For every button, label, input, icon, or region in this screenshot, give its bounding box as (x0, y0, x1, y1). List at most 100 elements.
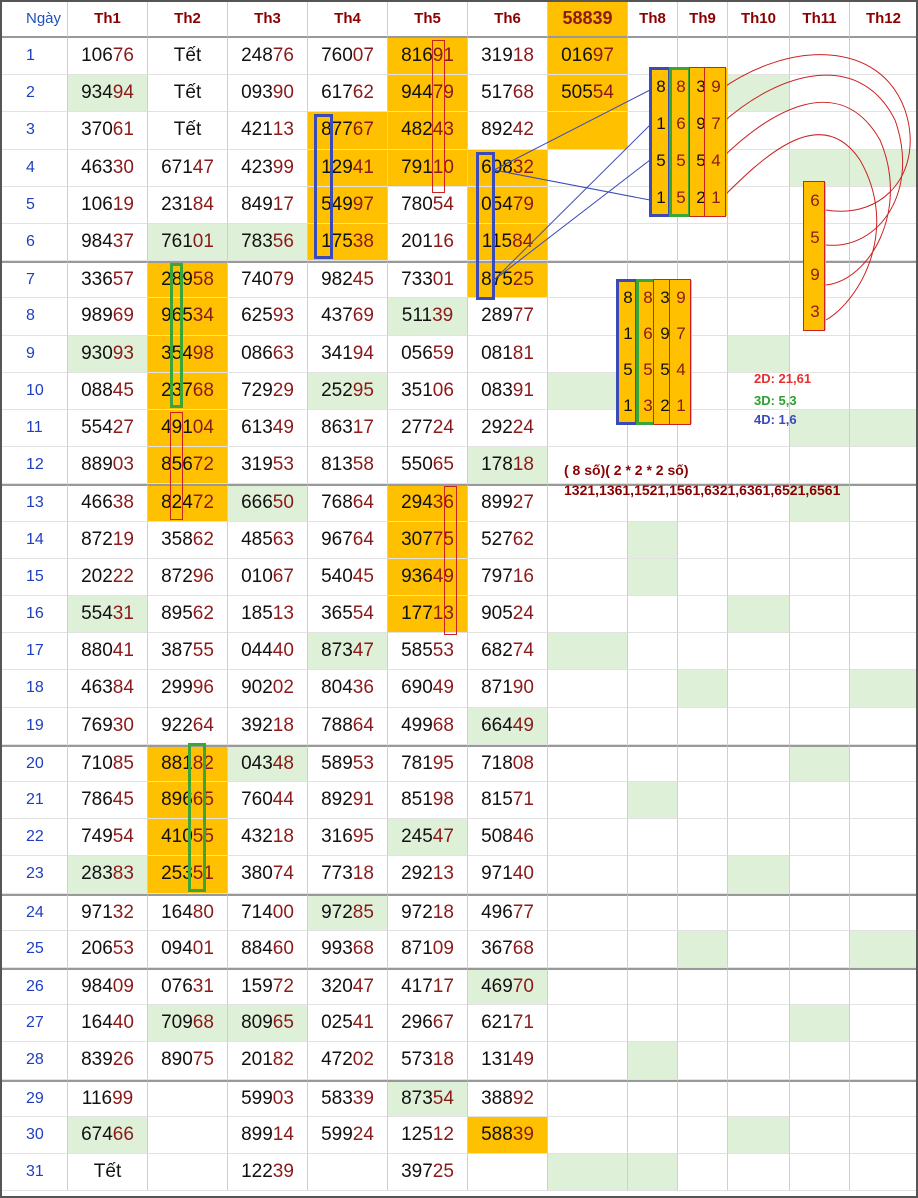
day-label: 28 (0, 1042, 68, 1080)
digits-head: 733 (401, 269, 433, 291)
digits-tail: 69 (112, 305, 134, 327)
result-cell: 769 30 (68, 707, 148, 745)
result-cell (790, 893, 850, 931)
result-cell: 740 79 (228, 261, 308, 299)
day-label: 7 (0, 261, 68, 299)
result-cell: 088 45 (68, 372, 148, 410)
digits-head: 122 (241, 1161, 273, 1183)
day-label: 11 (0, 410, 68, 448)
result-cell (628, 1154, 678, 1192)
digits-head: 365 (321, 603, 353, 625)
header-col-3: Th3 (228, 0, 308, 38)
header-col-4: Th4 (308, 0, 388, 38)
result-cell: 816 91 (388, 38, 468, 76)
digits-tail: 53 (112, 937, 134, 959)
result-cell: 491 04 (148, 410, 228, 448)
mini-digit: 5 (650, 142, 672, 179)
result-cell: 788 64 (308, 707, 388, 745)
result-cell: 971 32 (68, 893, 148, 931)
digits-head: 106 (81, 45, 113, 67)
digits-tail: 37 (112, 231, 134, 253)
combo-title: ( 8 số)( 2 * 2 * 2 số) (564, 462, 689, 478)
result-cell (678, 744, 728, 782)
result-cell (850, 224, 918, 262)
digits-tail: 72 (192, 492, 214, 514)
digits-tail: 84 (512, 231, 534, 253)
result-cell: 010 67 (228, 558, 308, 596)
digits-head: 815 (481, 789, 513, 811)
day-label: 4 (0, 149, 68, 187)
digits-tail: 65 (432, 454, 454, 476)
result-cell: 115 84 (468, 224, 548, 262)
digits-head: 554 (81, 603, 113, 625)
digits-tail: 09 (112, 976, 134, 998)
digits-tail: 95 (432, 752, 454, 774)
digits-head: 873 (321, 640, 353, 662)
result-cell (850, 1079, 918, 1117)
result-cell: 410 55 (148, 819, 228, 857)
digits-head: 608 (481, 156, 513, 178)
result-cell (728, 930, 790, 968)
result-cell: 320 47 (308, 968, 388, 1006)
result-cell (548, 186, 628, 224)
result-cell: 277 24 (388, 410, 468, 448)
result-cell: 993 68 (308, 930, 388, 968)
digits-tail: 13 (432, 603, 454, 625)
digits-head: 178 (481, 454, 513, 476)
result-cell: 902 02 (228, 670, 308, 708)
result-cell (548, 372, 628, 410)
result-cell: 505 54 (548, 75, 628, 113)
digits-tail: 39 (432, 305, 454, 327)
result-cell: 585 53 (388, 633, 468, 671)
digits-tail: 46 (512, 826, 534, 848)
result-cell (728, 1079, 790, 1117)
result-cell: 206 53 (68, 930, 148, 968)
result-cell: 892 91 (308, 782, 388, 820)
digits-tail: 58 (352, 454, 374, 476)
digits-head: 129 (321, 156, 353, 178)
header-col-12: Th12 (850, 0, 918, 38)
digits-head: 797 (481, 565, 513, 587)
digits-head: 871 (481, 677, 513, 699)
digits-head: 729 (241, 379, 273, 401)
digits-tail: 45 (352, 269, 374, 291)
result-cell (678, 633, 728, 671)
digits-head: 292 (481, 417, 513, 439)
result-cell (728, 856, 790, 894)
digits-tail: 39 (272, 1161, 294, 1183)
digits-head: 463 (81, 156, 113, 178)
digits-tail: 67 (352, 119, 374, 141)
result-cell (548, 447, 628, 485)
result-cell (628, 484, 678, 522)
digits-head: 760 (321, 45, 353, 67)
digits-tail: 66 (112, 1123, 134, 1145)
mini-digit: 5 (617, 352, 639, 388)
digits-tail: 13 (432, 863, 454, 885)
mini-digit: 4 (670, 352, 692, 388)
result-cell: 588 39 (468, 1116, 548, 1154)
result-cell (850, 447, 918, 485)
result-cell: 872 19 (68, 521, 148, 559)
mini-digit: 3 (804, 293, 826, 330)
day-label: 20 (0, 744, 68, 782)
digits-head: 320 (321, 976, 353, 998)
result-cell (678, 670, 728, 708)
result-cell (790, 410, 850, 448)
digits-tail: 75 (432, 528, 454, 550)
mini-digit: 8 (617, 280, 639, 316)
result-cell: 905 24 (468, 596, 548, 634)
result-cell: 965 34 (148, 298, 228, 336)
digits-tail: 32 (512, 156, 534, 178)
result-cell: 714 00 (228, 893, 308, 931)
digits-head: 088 (81, 379, 113, 401)
result-cell: 508 46 (468, 819, 548, 857)
result-cell (628, 856, 678, 894)
result-cell (678, 372, 728, 410)
result-cell (728, 521, 790, 559)
result-cell: 365 54 (308, 596, 388, 634)
digits-tail: 32 (112, 901, 134, 923)
digits-head: 016 (561, 45, 593, 67)
result-cell (628, 930, 678, 968)
